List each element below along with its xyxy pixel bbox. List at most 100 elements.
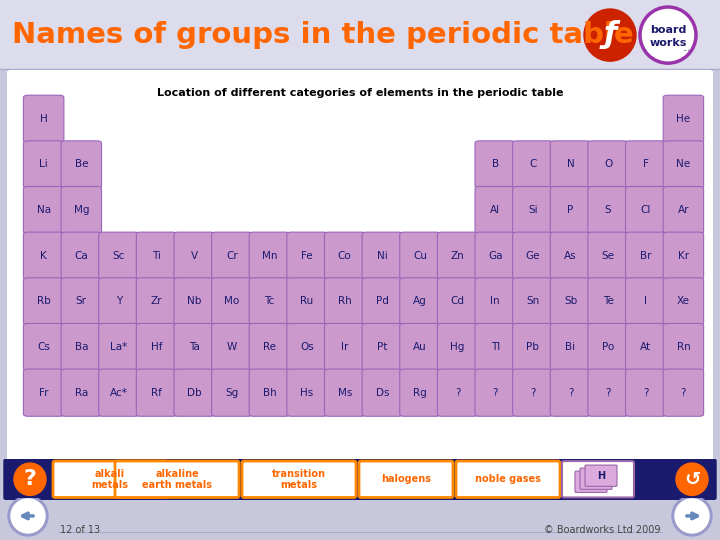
FancyBboxPatch shape [174, 369, 215, 416]
FancyBboxPatch shape [456, 461, 560, 497]
FancyBboxPatch shape [212, 323, 252, 370]
Text: Sc: Sc [113, 251, 125, 261]
FancyBboxPatch shape [99, 232, 139, 279]
FancyBboxPatch shape [174, 323, 215, 370]
Text: B: B [492, 159, 499, 170]
Text: Sr: Sr [76, 296, 87, 306]
Text: Sg: Sg [225, 388, 238, 397]
FancyBboxPatch shape [400, 232, 440, 279]
Text: Kr: Kr [678, 251, 689, 261]
FancyBboxPatch shape [475, 232, 516, 279]
FancyBboxPatch shape [61, 323, 102, 370]
FancyBboxPatch shape [325, 369, 365, 416]
Text: noble gases: noble gases [475, 474, 541, 484]
Text: Ga: Ga [488, 251, 503, 261]
FancyBboxPatch shape [626, 369, 666, 416]
FancyBboxPatch shape [626, 141, 666, 188]
FancyBboxPatch shape [99, 369, 139, 416]
FancyBboxPatch shape [24, 95, 64, 143]
FancyBboxPatch shape [24, 186, 64, 234]
Text: Pt: Pt [377, 342, 387, 352]
Text: Po: Po [602, 342, 614, 352]
Text: Si: Si [528, 205, 538, 215]
Text: Fe: Fe [301, 251, 313, 261]
Text: Cl: Cl [641, 205, 651, 215]
Text: Ca: Ca [74, 251, 88, 261]
Text: Na: Na [37, 205, 50, 215]
FancyBboxPatch shape [115, 461, 239, 497]
Text: Y: Y [116, 296, 122, 306]
Text: Rg: Rg [413, 388, 427, 397]
Text: Tc: Tc [264, 296, 274, 306]
Text: Pb: Pb [526, 342, 539, 352]
FancyBboxPatch shape [475, 186, 516, 234]
FancyBboxPatch shape [437, 232, 478, 279]
FancyBboxPatch shape [663, 278, 703, 325]
FancyBboxPatch shape [362, 232, 402, 279]
FancyBboxPatch shape [61, 141, 102, 188]
Text: ?: ? [492, 388, 498, 397]
FancyBboxPatch shape [663, 141, 703, 188]
FancyBboxPatch shape [53, 461, 167, 497]
FancyBboxPatch shape [136, 232, 177, 279]
Text: alkaline
earth metals: alkaline earth metals [142, 469, 212, 490]
FancyBboxPatch shape [249, 278, 289, 325]
Text: Ms: Ms [338, 388, 352, 397]
Circle shape [676, 463, 708, 496]
FancyBboxPatch shape [4, 459, 716, 500]
Text: ?: ? [680, 388, 686, 397]
Text: At: At [640, 342, 652, 352]
Text: Cr: Cr [226, 251, 238, 261]
Circle shape [8, 496, 48, 536]
FancyBboxPatch shape [475, 369, 516, 416]
Text: Hf: Hf [150, 342, 162, 352]
FancyBboxPatch shape [212, 232, 252, 279]
Circle shape [672, 496, 712, 536]
FancyBboxPatch shape [550, 186, 590, 234]
Text: Ne: Ne [676, 159, 690, 170]
FancyBboxPatch shape [550, 369, 590, 416]
Text: Ir: Ir [341, 342, 348, 352]
Text: Mg: Mg [73, 205, 89, 215]
FancyBboxPatch shape [61, 186, 102, 234]
FancyBboxPatch shape [513, 186, 553, 234]
Text: Sn: Sn [526, 296, 539, 306]
FancyBboxPatch shape [136, 278, 177, 325]
Text: In: In [490, 296, 500, 306]
Text: transition
metals: transition metals [272, 469, 326, 490]
FancyBboxPatch shape [513, 232, 553, 279]
Text: Bh: Bh [263, 388, 276, 397]
FancyBboxPatch shape [663, 323, 703, 370]
FancyBboxPatch shape [325, 323, 365, 370]
Text: Re: Re [263, 342, 276, 352]
FancyBboxPatch shape [585, 465, 617, 487]
Text: Rn: Rn [677, 342, 690, 352]
FancyBboxPatch shape [626, 186, 666, 234]
Text: Hs: Hs [300, 388, 314, 397]
Text: ƒ: ƒ [603, 19, 616, 49]
FancyBboxPatch shape [24, 141, 64, 188]
FancyBboxPatch shape [513, 141, 553, 188]
FancyBboxPatch shape [24, 278, 64, 325]
Text: Ba: Ba [75, 342, 88, 352]
Text: ↺: ↺ [684, 470, 700, 489]
Text: Names of groups in the periodic table: Names of groups in the periodic table [12, 21, 634, 49]
Text: He: He [676, 114, 690, 124]
FancyBboxPatch shape [626, 278, 666, 325]
Text: P: P [567, 205, 574, 215]
FancyBboxPatch shape [550, 323, 590, 370]
Text: W: W [227, 342, 237, 352]
Text: V: V [191, 251, 198, 261]
FancyBboxPatch shape [588, 323, 629, 370]
FancyBboxPatch shape [588, 141, 629, 188]
FancyBboxPatch shape [588, 186, 629, 234]
Text: Te: Te [603, 296, 613, 306]
FancyBboxPatch shape [513, 323, 553, 370]
Text: © Boardworks Ltd 2009: © Boardworks Ltd 2009 [544, 525, 660, 535]
FancyBboxPatch shape [24, 232, 64, 279]
FancyBboxPatch shape [362, 278, 402, 325]
FancyBboxPatch shape [249, 323, 289, 370]
FancyBboxPatch shape [61, 278, 102, 325]
FancyBboxPatch shape [575, 471, 607, 492]
Text: F: F [643, 159, 649, 170]
